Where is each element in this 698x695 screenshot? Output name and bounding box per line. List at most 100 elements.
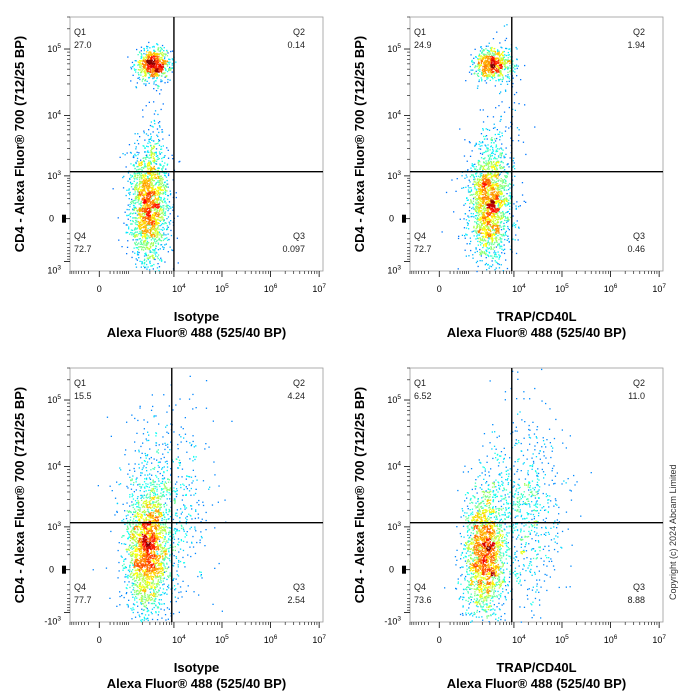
event-dot [144, 174, 146, 176]
event-dot [485, 244, 487, 246]
event-dot [491, 203, 493, 206]
event-dot [149, 174, 151, 176]
event-dot [161, 44, 164, 47]
event-dot [509, 56, 511, 58]
event-dot [153, 70, 155, 73]
event-dot [494, 219, 496, 222]
event-dot [166, 64, 169, 66]
event-dot [504, 197, 506, 200]
event-dot [167, 174, 170, 177]
event-dot [147, 179, 149, 182]
event-dot [143, 65, 145, 67]
event-dot [475, 198, 477, 200]
event-dot [485, 164, 487, 167]
event-dot [478, 182, 480, 184]
event-dot [153, 212, 155, 214]
event-dot [140, 72, 142, 74]
event-dot [143, 182, 146, 184]
event-dot [486, 225, 488, 227]
event-dot [482, 168, 484, 171]
event-dot [499, 221, 502, 224]
event-dot [505, 66, 507, 68]
event-dot [145, 227, 147, 229]
event-dot [500, 264, 502, 266]
event-dot [138, 184, 140, 186]
event-dot [139, 216, 141, 218]
event-dot [500, 46, 502, 48]
event-dot [161, 168, 163, 170]
event-dot [157, 68, 159, 70]
event-dot [158, 215, 160, 217]
event-dot [499, 57, 501, 59]
event-dot [496, 192, 499, 195]
event-dot [489, 224, 492, 226]
event-dot [141, 177, 144, 179]
event-dot [148, 151, 150, 153]
event-dot [472, 254, 474, 256]
event-dot [492, 165, 494, 167]
event-dot [146, 68, 148, 70]
event-dot [499, 154, 501, 156]
event-dot [500, 83, 502, 85]
event-dot [497, 245, 499, 247]
event-dot [488, 62, 491, 65]
event-dot [503, 189, 505, 191]
event-dot [491, 55, 493, 58]
event-dot [480, 142, 482, 144]
event-dot [158, 188, 161, 190]
event-dot [135, 148, 137, 150]
event-dot [506, 59, 508, 62]
event-dot [497, 60, 499, 62]
event-dot [172, 249, 174, 252]
event-dot [144, 218, 146, 220]
event-dot [500, 161, 502, 163]
event-dot [150, 184, 152, 186]
event-dot [505, 47, 507, 50]
event-dot [143, 188, 146, 191]
event-dot [153, 225, 156, 227]
event-dot [478, 62, 480, 64]
event-dot [480, 221, 482, 223]
event-dot [517, 65, 519, 67]
event-dot [142, 166, 144, 169]
event-dot [151, 235, 153, 238]
event-dot [153, 120, 156, 122]
event-dot [492, 195, 494, 198]
event-dot [172, 59, 174, 61]
event-dot [169, 213, 171, 215]
event-dot [142, 174, 144, 176]
event-dot [121, 246, 123, 248]
event-dot [487, 248, 489, 250]
event-dot [133, 209, 135, 211]
event-dot [148, 59, 150, 62]
event-dot [512, 238, 514, 240]
event-dot [485, 73, 487, 75]
event-dot [136, 151, 138, 153]
event-dot [147, 68, 149, 71]
event-dot [477, 175, 480, 177]
event-dot [140, 210, 142, 212]
event-dot [477, 57, 479, 60]
event-dot [493, 181, 495, 184]
event-dot [482, 198, 484, 200]
event-dot [500, 59, 502, 61]
event-dot [160, 228, 162, 231]
event-dot [159, 46, 162, 49]
event-dot [471, 163, 473, 165]
event-dot [488, 193, 490, 195]
event-dot [143, 203, 146, 205]
event-dot [489, 70, 492, 72]
event-dot [465, 227, 468, 229]
event-dot [474, 180, 476, 182]
event-dot [153, 185, 155, 187]
event-dot [136, 224, 138, 226]
event-dot [145, 213, 148, 215]
event-dot [132, 188, 134, 190]
event-dot [148, 204, 150, 206]
event-dot [163, 192, 165, 195]
event-dot [152, 222, 154, 224]
event-dot [489, 75, 491, 77]
event-dot [140, 266, 142, 268]
event-dot [492, 225, 495, 227]
event-dot [488, 197, 490, 200]
